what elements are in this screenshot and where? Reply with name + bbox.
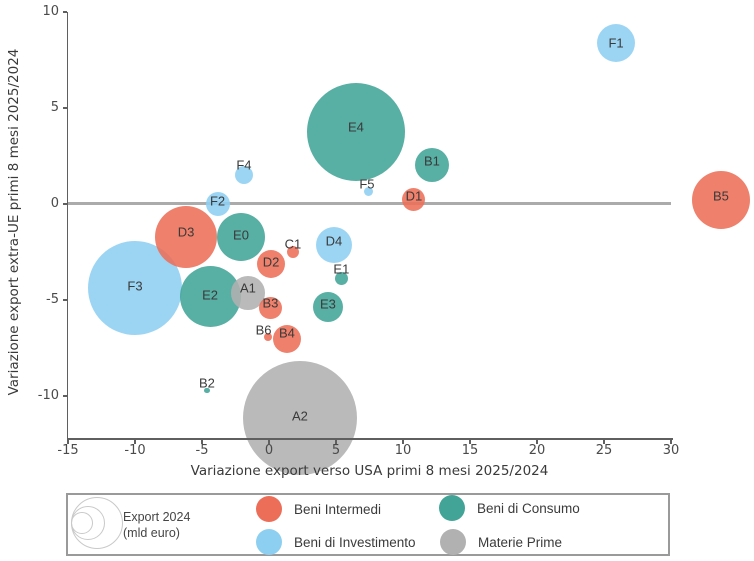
bubble-E2 — [179, 266, 241, 328]
y-tick-5 — [62, 107, 67, 109]
x-tick--15 — [67, 439, 69, 444]
x-tick-label-0: 0 — [264, 443, 274, 458]
y-axis-line — [66, 12, 68, 440]
x-tick--10 — [134, 439, 136, 444]
legend-item-materie-prime: Materie Prime — [440, 529, 562, 555]
bubble-label-E2: E2 — [202, 287, 218, 303]
legend-dot-beni-di-investimento — [256, 529, 282, 555]
y-tick-10 — [62, 11, 67, 13]
bubble-label-A2: A2 — [292, 408, 308, 424]
x-tick--5 — [201, 439, 203, 444]
bubble-label-D1: D1 — [405, 188, 423, 204]
y-tick-0 — [62, 203, 67, 205]
x-tick-label-30: 30 — [662, 443, 680, 458]
x-tick-5 — [335, 439, 337, 444]
x-tick-label-25: 25 — [595, 443, 613, 458]
bubble-label-B5: B5 — [713, 188, 729, 204]
bubble-F5 — [364, 187, 374, 197]
x-tick-label-20: 20 — [528, 443, 546, 458]
bubble-B4 — [272, 324, 301, 353]
legend-label-materie-prime: Materie Prime — [478, 534, 563, 550]
y-tick-label-0: 0 — [50, 195, 59, 211]
bubble-E4 — [306, 82, 405, 181]
size-legend-title-line2: (mld euro) — [123, 526, 180, 540]
size-legend-circle-small — [71, 512, 93, 534]
x-tick-20 — [536, 439, 538, 444]
bubble-F4 — [234, 165, 253, 184]
bubble-label-D4: D4 — [325, 233, 343, 249]
y-tick-label--5: -5 — [46, 291, 59, 307]
y-tick--5 — [62, 299, 67, 301]
legend-label-beni-di-investimento: Beni di Investimento — [294, 534, 416, 550]
legend-dot-beni-intermedi — [256, 496, 282, 522]
bubble-label-F4: F4 — [236, 157, 252, 173]
x-tick-0 — [268, 439, 270, 444]
legend: Export 2024 (mld euro) Beni Intermedi Be… — [66, 493, 670, 556]
x-tick-10 — [402, 439, 404, 444]
legend-label-beni-di-consumo: Beni di Consumo — [477, 500, 580, 516]
x-axis-title: Variazione export verso USA primi 8 mesi… — [190, 463, 549, 479]
bubble-F1 — [597, 23, 636, 62]
bubble-label-F2: F2 — [209, 193, 226, 209]
legend-label-beni-intermedi: Beni Intermedi — [294, 501, 382, 517]
x-tick-label-10: 10 — [394, 443, 412, 458]
bubble-label-E4: E4 — [348, 119, 364, 135]
bubble-label-F5: F5 — [359, 176, 375, 192]
x-tick-label--5: -5 — [195, 443, 209, 458]
bubble-C1 — [286, 245, 299, 258]
bubble-F2 — [205, 191, 230, 216]
x-tick-label--10: -10 — [124, 443, 146, 458]
x-tick-15 — [469, 439, 471, 444]
y-axis-title: Variazione export extra-UE primi 8 mesi … — [6, 48, 22, 396]
x-tick-label-5: 5 — [331, 443, 341, 458]
bubble-B1 — [414, 147, 449, 182]
bubble-E1 — [334, 272, 349, 286]
bubble-D3 — [155, 206, 218, 269]
bubble-label-A1: A1 — [240, 280, 256, 296]
bubble-label-E0: E0 — [233, 227, 249, 243]
y-tick-label-10: 10 — [42, 4, 59, 19]
y-tick-label--10: -10 — [37, 387, 59, 403]
legend-item-beni-di-investimento: Beni di Investimento — [256, 529, 416, 555]
bubble-label-E3: E3 — [320, 296, 336, 312]
bubble-label-B6: B6 — [255, 322, 272, 338]
bubble-A2 — [242, 360, 357, 475]
bubble-label-F1: F1 — [608, 35, 624, 51]
bubble-D2 — [257, 249, 285, 278]
bubble-label-B3: B3 — [262, 295, 279, 311]
bubble-B2 — [204, 388, 210, 394]
x-axis-line — [66, 438, 673, 440]
bubble-label-C1: C1 — [284, 236, 302, 252]
legend-dot-beni-di-consumo — [439, 495, 465, 521]
x-tick-30 — [670, 439, 672, 444]
x-tick-label--15: -15 — [57, 443, 79, 458]
zero-reference-line — [68, 202, 671, 206]
bubble-label-B1: B1 — [423, 153, 440, 169]
x-tick-25 — [603, 439, 605, 444]
y-tick-label-5: 5 — [50, 99, 59, 115]
bubble-E3 — [312, 291, 343, 322]
bubble-label-E1: E1 — [333, 261, 350, 277]
bubble-label-F3: F3 — [127, 278, 143, 294]
x-tick-label-15: 15 — [461, 443, 479, 458]
bubble-D1 — [402, 188, 426, 212]
bubble-label-D3: D3 — [177, 224, 195, 240]
legend-item-beni-intermedi: Beni Intermedi — [256, 496, 381, 522]
bubble-D4 — [315, 226, 352, 263]
bubble-label-B4: B4 — [279, 325, 295, 341]
legend-dot-materie-prime — [440, 529, 466, 555]
bubble-A1 — [231, 276, 265, 310]
bubble-B3 — [259, 296, 282, 320]
bubble-B6 — [263, 332, 272, 341]
size-legend-title-line1: Export 2024 — [123, 510, 191, 524]
bubble-label-D2: D2 — [262, 254, 280, 270]
bubble-label-B2: B2 — [199, 375, 215, 391]
y-tick--10 — [62, 395, 67, 397]
bubble-E0 — [216, 213, 265, 262]
legend-item-beni-di-consumo: Beni di Consumo — [439, 495, 580, 521]
bubble-B5 — [691, 170, 750, 229]
